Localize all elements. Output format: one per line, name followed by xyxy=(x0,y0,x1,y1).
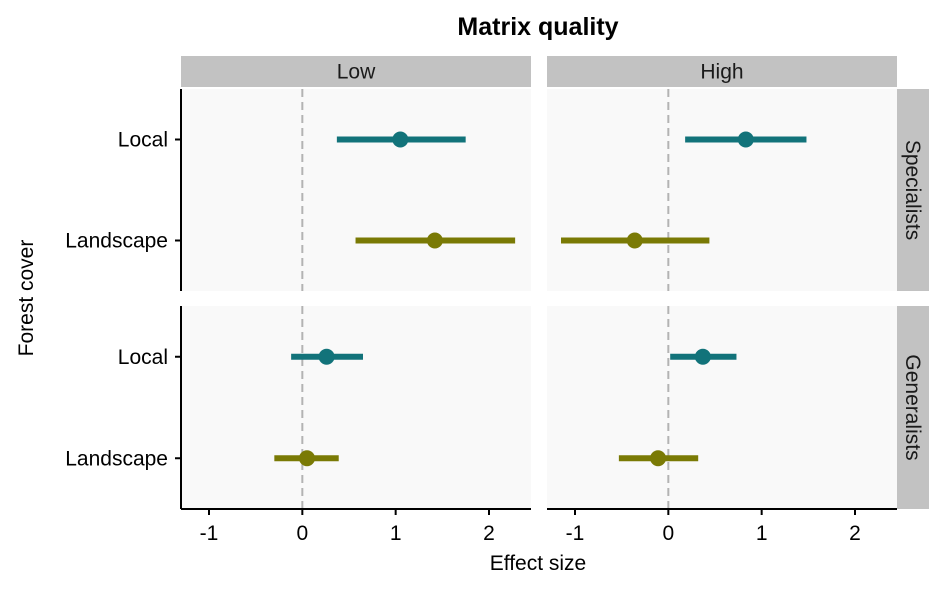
estimate-point xyxy=(426,232,443,249)
estimate-point xyxy=(626,232,643,249)
facet-strip-right xyxy=(897,89,929,291)
facet-strip-top-label: Low xyxy=(337,61,376,84)
x-tick-label: 2 xyxy=(849,522,861,545)
x-tick-label: 0 xyxy=(296,522,308,545)
panel-background xyxy=(181,306,531,509)
panels-layer: Low High Specialists Generalists Local Landsc… xyxy=(65,56,929,545)
y-tick-label: Local xyxy=(118,346,168,369)
y-tick-label: Local xyxy=(118,129,168,152)
panel-background xyxy=(547,306,897,509)
panel-background xyxy=(547,89,897,291)
x-axis-title: Effect size xyxy=(490,552,587,575)
estimate-point xyxy=(392,131,409,148)
facet-strip-right-label: Specialists xyxy=(901,140,924,240)
y-axis-title: Forest cover xyxy=(15,240,38,357)
y-tick-label: Landscape xyxy=(65,447,168,470)
estimate-point xyxy=(318,348,335,365)
panel-background xyxy=(181,89,531,291)
x-tick-label: 2 xyxy=(483,522,495,545)
x-tick-label: 1 xyxy=(390,522,402,545)
facet-strip-right xyxy=(897,306,929,509)
estimate-point xyxy=(299,450,315,467)
x-tick-label: 0 xyxy=(662,522,674,545)
y-tick-label: Landscape xyxy=(65,230,168,253)
facet-strip-top xyxy=(181,56,531,87)
x-tick-label: 1 xyxy=(756,522,768,545)
facet-strip-top-label: High xyxy=(700,61,743,84)
facet-strip-top xyxy=(547,56,897,87)
estimate-point xyxy=(694,348,711,365)
x-tick-label: -1 xyxy=(566,522,585,545)
facet-strip-right-label: Generalists xyxy=(901,354,924,460)
estimate-point xyxy=(650,450,667,467)
estimate-point xyxy=(737,131,754,148)
chart-title: Matrix quality xyxy=(457,13,618,41)
x-tick-label: -1 xyxy=(200,522,219,545)
